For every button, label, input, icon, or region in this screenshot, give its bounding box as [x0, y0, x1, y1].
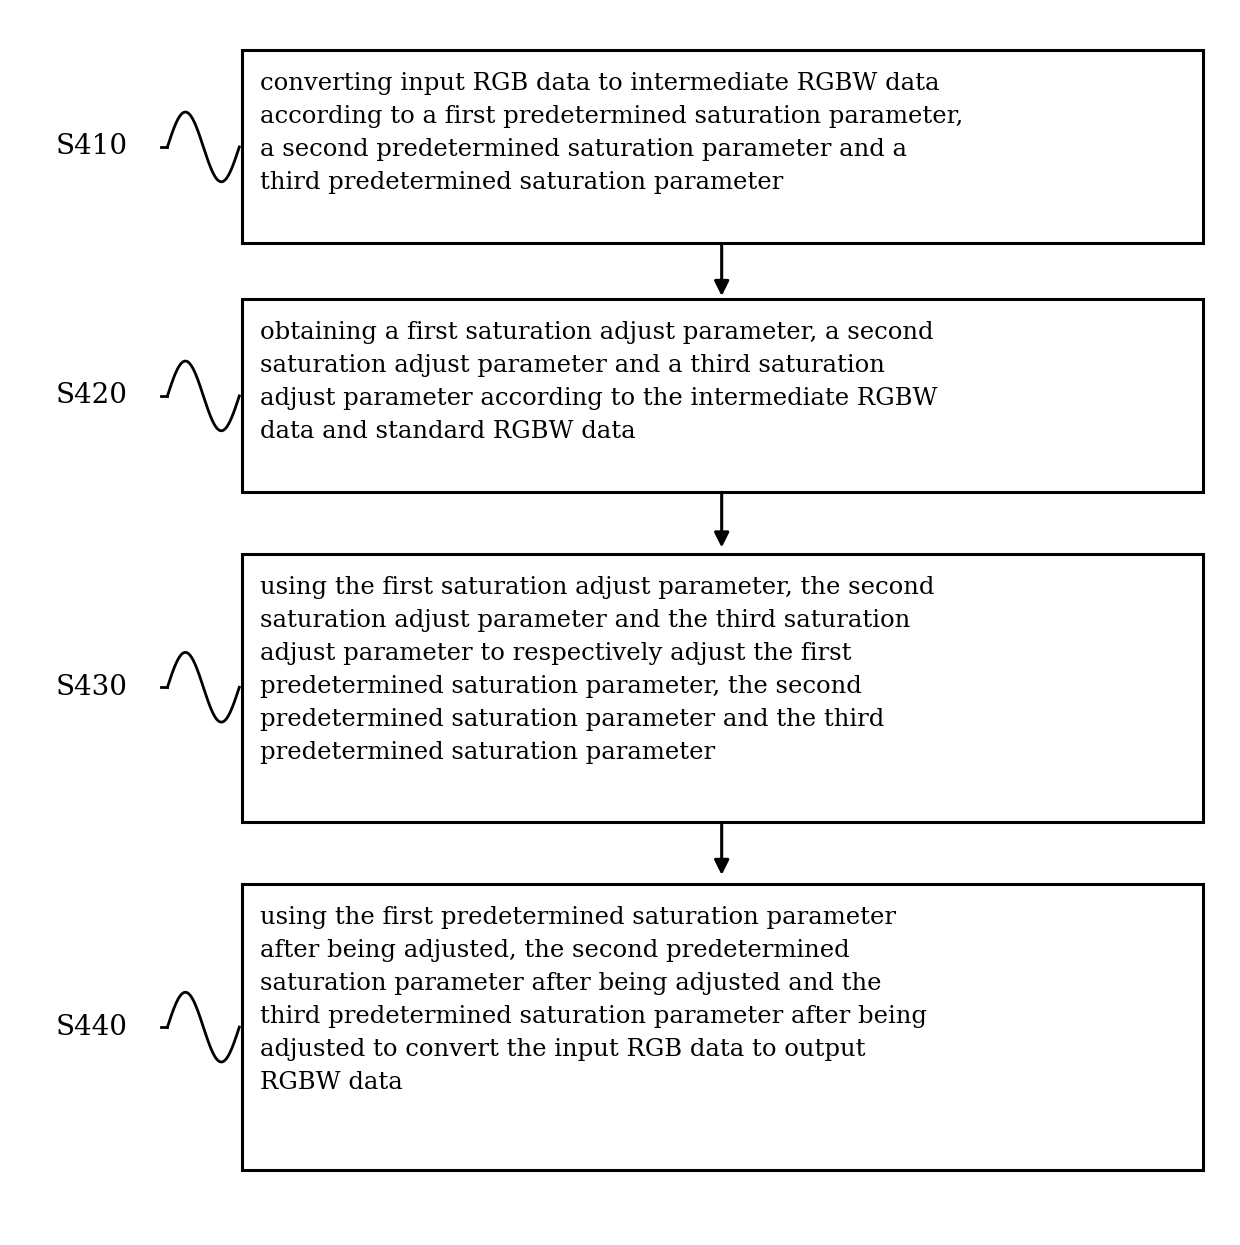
Text: S440: S440	[56, 1013, 128, 1041]
Bar	[242, 884, 1203, 1170]
Text: obtaining a first saturation adjust parameter, a second
saturation adjust parame: obtaining a first saturation adjust para…	[260, 321, 937, 443]
Text: using the first saturation adjust parameter, the second
saturation adjust parame: using the first saturation adjust parame…	[260, 576, 935, 764]
Text: using the first predetermined saturation parameter
after being adjusted, the sec: using the first predetermined saturation…	[260, 906, 928, 1094]
Bar	[242, 554, 1203, 822]
Text: S420: S420	[56, 382, 128, 410]
Bar	[242, 299, 1203, 492]
Text: S430: S430	[56, 674, 128, 701]
Text: S410: S410	[56, 133, 128, 161]
Bar	[242, 50, 1203, 243]
Text: converting input RGB data to intermediate RGBW data
according to a first predete: converting input RGB data to intermediat…	[260, 72, 963, 194]
